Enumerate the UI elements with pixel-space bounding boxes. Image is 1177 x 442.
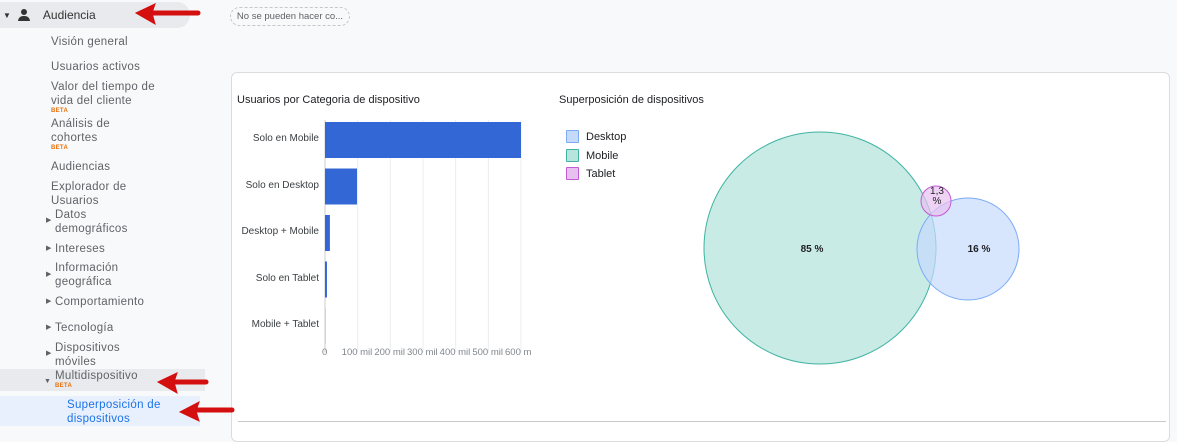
venn-label-desktop: 16 % <box>968 244 991 255</box>
divider <box>238 421 1166 422</box>
x-tick-label: 100 mil <box>342 347 373 358</box>
bar-solo-en-mobile <box>325 122 521 158</box>
x-tick-label: 400 mil <box>440 347 471 358</box>
x-tick-label: 200 mil <box>374 347 405 358</box>
bar-solo-en-desktop <box>325 169 357 205</box>
bar-desktop-mobile <box>325 215 330 251</box>
x-tick-label: 0 <box>322 347 327 358</box>
x-tick-label: 600 m <box>505 347 531 358</box>
bar-solo-en-tablet <box>325 262 327 298</box>
venn-label-tablet: % <box>933 196 942 207</box>
x-tick-label: 500 mil <box>472 347 503 358</box>
x-tick-label: 300 mil <box>407 347 438 358</box>
charts-svg: 85 %16 %1,3% <box>0 0 1177 429</box>
venn-label-mobile: 85 % <box>801 244 824 255</box>
